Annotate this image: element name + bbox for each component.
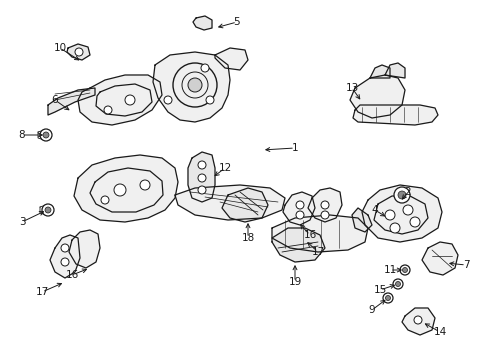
Circle shape: [389, 223, 399, 233]
Polygon shape: [48, 88, 95, 115]
Circle shape: [198, 186, 205, 194]
Polygon shape: [193, 16, 212, 30]
Text: 5: 5: [233, 17, 240, 27]
Circle shape: [320, 211, 328, 219]
Text: 1: 1: [291, 143, 298, 153]
Polygon shape: [351, 208, 371, 232]
Circle shape: [384, 210, 394, 220]
Circle shape: [205, 96, 214, 104]
Circle shape: [61, 244, 69, 252]
Polygon shape: [361, 185, 441, 242]
Circle shape: [413, 316, 421, 324]
Circle shape: [101, 196, 109, 204]
Circle shape: [42, 204, 54, 216]
Text: 10: 10: [53, 43, 66, 53]
Circle shape: [397, 191, 405, 199]
Circle shape: [75, 48, 83, 56]
Text: 9: 9: [368, 305, 375, 315]
Polygon shape: [215, 48, 247, 70]
Circle shape: [40, 129, 52, 141]
Polygon shape: [369, 65, 389, 78]
Text: 16: 16: [303, 230, 316, 240]
Polygon shape: [74, 155, 178, 222]
Circle shape: [61, 258, 69, 266]
Circle shape: [399, 265, 409, 275]
Polygon shape: [50, 235, 80, 278]
Polygon shape: [153, 52, 229, 122]
Text: 15: 15: [373, 285, 386, 295]
Polygon shape: [175, 185, 285, 220]
Text: 16: 16: [65, 270, 79, 280]
Circle shape: [393, 187, 409, 203]
Circle shape: [163, 96, 172, 104]
Polygon shape: [67, 44, 90, 60]
Polygon shape: [271, 228, 325, 262]
Circle shape: [104, 106, 112, 114]
Text: 3: 3: [19, 217, 25, 227]
Circle shape: [320, 201, 328, 209]
Text: 7: 7: [462, 260, 468, 270]
Circle shape: [201, 64, 208, 72]
Polygon shape: [352, 105, 437, 125]
Circle shape: [295, 211, 304, 219]
Polygon shape: [78, 75, 162, 125]
Polygon shape: [421, 242, 457, 275]
Polygon shape: [384, 63, 404, 78]
Circle shape: [385, 296, 390, 301]
Polygon shape: [271, 215, 367, 252]
Polygon shape: [69, 230, 100, 268]
Text: 12: 12: [218, 163, 231, 173]
Text: 8: 8: [19, 130, 25, 140]
Polygon shape: [307, 188, 341, 222]
Circle shape: [198, 161, 205, 169]
Polygon shape: [222, 188, 267, 222]
Circle shape: [140, 180, 150, 190]
Polygon shape: [283, 192, 314, 225]
Text: 17: 17: [311, 247, 324, 257]
Circle shape: [187, 78, 202, 92]
Text: 13: 13: [345, 83, 358, 93]
Circle shape: [409, 217, 419, 227]
Circle shape: [198, 174, 205, 182]
Circle shape: [45, 207, 51, 213]
Text: 14: 14: [432, 327, 446, 337]
Text: 19: 19: [288, 277, 301, 287]
Text: 4: 4: [371, 205, 378, 215]
Circle shape: [43, 132, 49, 138]
Text: 18: 18: [241, 233, 254, 243]
Circle shape: [295, 201, 304, 209]
Circle shape: [382, 293, 392, 303]
Text: 11: 11: [383, 265, 396, 275]
Circle shape: [402, 267, 407, 273]
Circle shape: [402, 205, 412, 215]
Polygon shape: [349, 75, 404, 118]
Polygon shape: [187, 152, 215, 202]
Circle shape: [125, 95, 135, 105]
Circle shape: [114, 184, 126, 196]
Circle shape: [392, 279, 402, 289]
Text: 2: 2: [404, 187, 410, 197]
Text: 17: 17: [35, 287, 48, 297]
Polygon shape: [401, 308, 434, 335]
Circle shape: [395, 282, 400, 287]
Text: 6: 6: [52, 95, 58, 105]
